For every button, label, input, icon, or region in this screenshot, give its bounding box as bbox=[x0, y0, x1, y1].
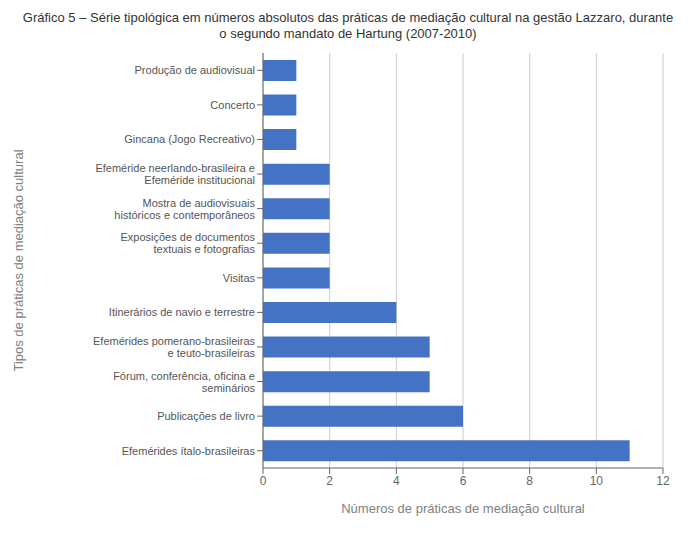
svg-text:Concerto: Concerto bbox=[210, 99, 255, 111]
svg-text:6: 6 bbox=[460, 474, 467, 488]
svg-text:Tipos de práticas de mediação: Tipos de práticas de mediação cultural bbox=[11, 149, 26, 371]
svg-text:Efeméride neerlando-brasileira: Efeméride neerlando-brasileira eEfemérid… bbox=[95, 162, 255, 186]
svg-text:Publicações de livro: Publicações de livro bbox=[157, 410, 255, 422]
svg-text:Gincana (Jogo Recreativo): Gincana (Jogo Recreativo) bbox=[124, 133, 255, 145]
svg-text:Exposições de documentostextua: Exposições de documentostextuais e fotog… bbox=[120, 231, 255, 255]
svg-text:Efemérides ítalo-brasileiras: Efemérides ítalo-brasileiras bbox=[122, 445, 256, 457]
svg-text:Visitas: Visitas bbox=[223, 272, 256, 284]
svg-text:Números de práticas de mediaçã: Números de práticas de mediação cultural bbox=[341, 501, 585, 516]
svg-text:8: 8 bbox=[526, 474, 533, 488]
svg-text:12: 12 bbox=[656, 474, 670, 488]
svg-text:0: 0 bbox=[260, 474, 267, 488]
svg-text:Mostra de audiovisuaishistóric: Mostra de audiovisuaishistóricos e conte… bbox=[114, 197, 255, 221]
svg-text:Fórum, conferência, oficina es: Fórum, conferência, oficina eseminários bbox=[113, 370, 255, 394]
svg-text:4: 4 bbox=[393, 474, 400, 488]
svg-text:2: 2 bbox=[326, 474, 333, 488]
svg-text:Itinerários de navio e terrest: Itinerários de navio e terrestre bbox=[109, 306, 255, 318]
html-text:Gráfico 5 – Série tipológica e: Gráfico 5 – Série tipológica em números … bbox=[22, 10, 674, 41]
svg-text:10: 10 bbox=[590, 474, 604, 488]
svg-text:Efemérides pomerano-brasileir: Efemérides pomerano-brasileirase teuto-b… bbox=[93, 335, 256, 359]
svg-text:Produção de audiovisual: Produção de audiovisual bbox=[135, 64, 255, 76]
